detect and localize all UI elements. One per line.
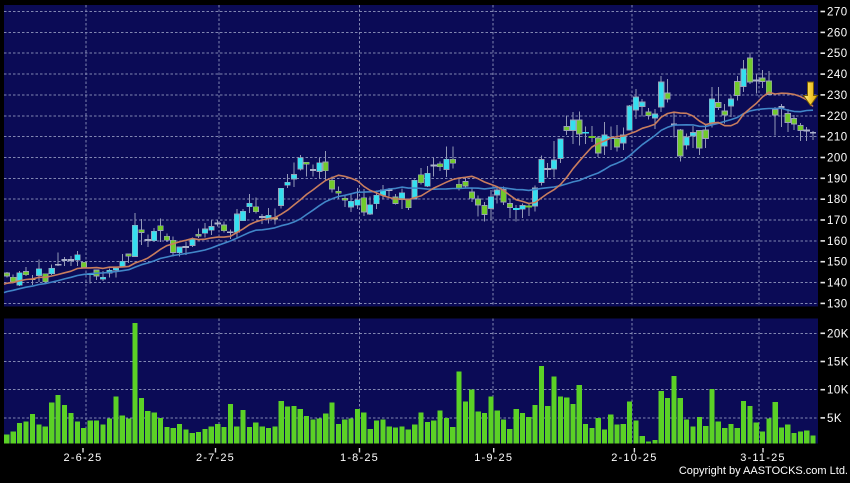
svg-text:200: 200	[827, 153, 848, 165]
svg-text:170: 170	[827, 215, 848, 227]
svg-text:260: 260	[827, 27, 848, 39]
svg-text:270: 270	[827, 7, 848, 19]
svg-text:220: 220	[827, 111, 848, 123]
svg-text:10K: 10K	[827, 385, 849, 397]
svg-text:20K: 20K	[827, 328, 849, 340]
svg-text:Copyright by AASTOCKS.com Ltd.: Copyright by AASTOCKS.com Ltd.	[679, 465, 848, 477]
svg-text:130: 130	[827, 298, 848, 310]
svg-text:230: 230	[827, 90, 848, 102]
svg-text:2-10-25: 2-10-25	[611, 452, 657, 464]
svg-text:160: 160	[827, 236, 848, 248]
svg-text:240: 240	[827, 69, 848, 81]
svg-text:3-11-25: 3-11-25	[740, 452, 786, 464]
svg-text:210: 210	[827, 132, 848, 144]
svg-text:1-8-25: 1-8-25	[340, 452, 379, 464]
svg-text:190: 190	[827, 173, 848, 185]
svg-text:15K: 15K	[827, 357, 849, 369]
svg-text:250: 250	[827, 48, 848, 60]
svg-text:180: 180	[827, 194, 848, 206]
svg-text:150: 150	[827, 257, 848, 269]
svg-text:1-9-25: 1-9-25	[474, 452, 513, 464]
svg-text:5K: 5K	[827, 413, 842, 425]
svg-text:2-6-25: 2-6-25	[64, 452, 103, 464]
svg-text:140: 140	[827, 278, 848, 290]
svg-text:2-7-25: 2-7-25	[196, 452, 235, 464]
